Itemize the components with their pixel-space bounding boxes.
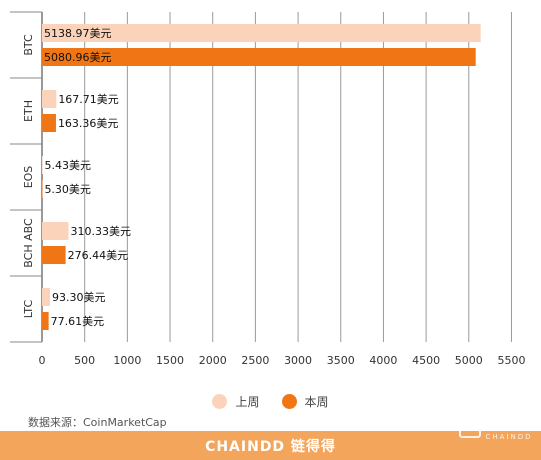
x-tick-label: 3000 <box>284 354 312 367</box>
watermark-main: 链得得 <box>484 414 533 432</box>
bar-last-week <box>42 24 481 42</box>
data-label: 93.30美元 <box>52 291 106 304</box>
data-label: 77.61美元 <box>51 315 105 328</box>
logo-icon <box>458 416 481 438</box>
bar-last-week <box>42 288 50 306</box>
bar-last-week <box>42 222 69 240</box>
category-label: BTC <box>22 34 35 56</box>
legend-item-this-week: 本周 <box>281 393 329 410</box>
data-label: 5.30美元 <box>44 183 91 196</box>
x-tick-label: 5000 <box>455 354 483 367</box>
data-label: 276.44美元 <box>68 249 129 262</box>
x-tick-label: 0 <box>39 354 46 367</box>
bar-last-week <box>42 90 57 108</box>
data-label: 5080.96美元 <box>44 51 112 64</box>
bar-this-week <box>42 48 476 66</box>
footer-banner: CHAINDD 链得得 <box>0 431 541 460</box>
x-tick-label: 4500 <box>412 354 440 367</box>
category-label: ETH <box>22 100 35 122</box>
bar-this-week <box>42 312 49 330</box>
chart-legend: 上周 本周 <box>0 393 541 410</box>
legend-label-this-week: 本周 <box>304 395 329 409</box>
data-label: 167.71美元 <box>58 93 119 106</box>
x-tick-label: 1500 <box>156 354 184 367</box>
x-tick-label: 2500 <box>241 354 269 367</box>
legend-item-last-week: 上周 <box>212 393 260 410</box>
legend-swatch-last-week <box>212 394 228 409</box>
watermark-sub: CHAINDD <box>485 433 533 441</box>
category-label: EOS <box>22 166 35 189</box>
x-tick-label: 2000 <box>199 354 227 367</box>
footer-brand: CHAINDD 链得得 <box>205 438 336 455</box>
x-tick-label: 5500 <box>497 354 525 367</box>
x-tick-label: 4000 <box>369 354 397 367</box>
bar-this-week <box>42 246 66 264</box>
x-tick-label: 1000 <box>113 354 141 367</box>
bar-this-week <box>42 114 56 132</box>
legend-label-last-week: 上周 <box>235 395 260 409</box>
data-label: 163.36美元 <box>58 117 118 130</box>
category-label: BCH ABC <box>22 218 35 268</box>
data-source-note: 数据来源：CoinMarketCap <box>28 416 167 429</box>
legend-swatch-this-week <box>281 394 297 409</box>
bar-chart: 0 500 1000 1500 2000 2500 3000 3500 4000 4500 5000… <box>10 11 525 367</box>
category-label: LTC <box>22 299 35 318</box>
data-label: 5138.97美元 <box>44 27 112 40</box>
data-label: 5.43美元 <box>44 159 90 172</box>
data-label: 310.33美元 <box>70 225 131 238</box>
x-tick-label: 3500 <box>327 354 355 367</box>
x-tick-label: 500 <box>74 354 95 367</box>
watermark-logo: 链得得 CHAINDD <box>458 412 533 441</box>
